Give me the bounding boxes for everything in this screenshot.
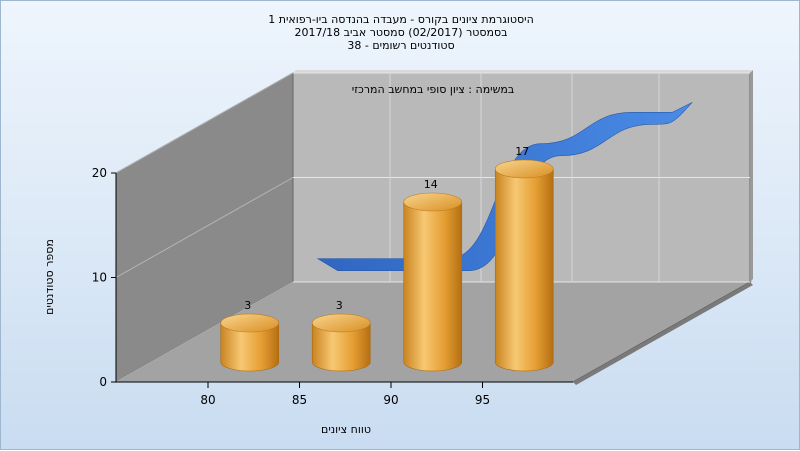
gridline-wall <box>115 281 294 383</box>
bar <box>220 313 280 372</box>
x-tick-label: 80 <box>200 393 215 407</box>
y-tick-label: 20 <box>92 166 107 180</box>
data-label: 3 <box>244 299 251 312</box>
gridline-wall <box>115 72 294 174</box>
axes <box>111 172 573 388</box>
chart-title-line-3: סטודנטים רשומים - 38 <box>347 39 455 52</box>
x-tick-label: 95 <box>475 393 490 407</box>
back-wall-top-edge <box>293 70 753 73</box>
chart-title-line-1: היסטוגרמת ציונים בקורס - מעבדה בהנדסה בי… <box>268 13 534 26</box>
x-tick-label: 90 <box>383 393 398 407</box>
floor-right-edge <box>573 282 753 385</box>
data-label: 17 <box>515 145 529 158</box>
series-bars <box>220 159 554 372</box>
x-axis-label: טווח ציונים <box>321 423 371 436</box>
chart-title-line-2: בסמסטר (02/2017) סמסטר אביב 2017/18 <box>294 26 508 39</box>
back-wall-right-edge <box>750 70 753 282</box>
labels: 0 10 20 80 85 90 95 3 3 14 17 <box>92 145 530 407</box>
y-tick-label: 10 <box>92 271 107 285</box>
gridline-wall <box>115 177 294 278</box>
data-label: 3 <box>336 299 343 312</box>
x-tick-label: 85 <box>292 393 307 407</box>
y-tick-label: 0 <box>99 375 107 389</box>
data-label: 14 <box>424 178 438 191</box>
bar <box>403 192 463 372</box>
bar <box>494 159 554 372</box>
chart-subtitle: במשימה : ציון סופי במחשב המרכזי <box>352 83 515 96</box>
bar <box>311 313 371 372</box>
y-axis-label: מספר סטודנטים <box>43 239 56 315</box>
